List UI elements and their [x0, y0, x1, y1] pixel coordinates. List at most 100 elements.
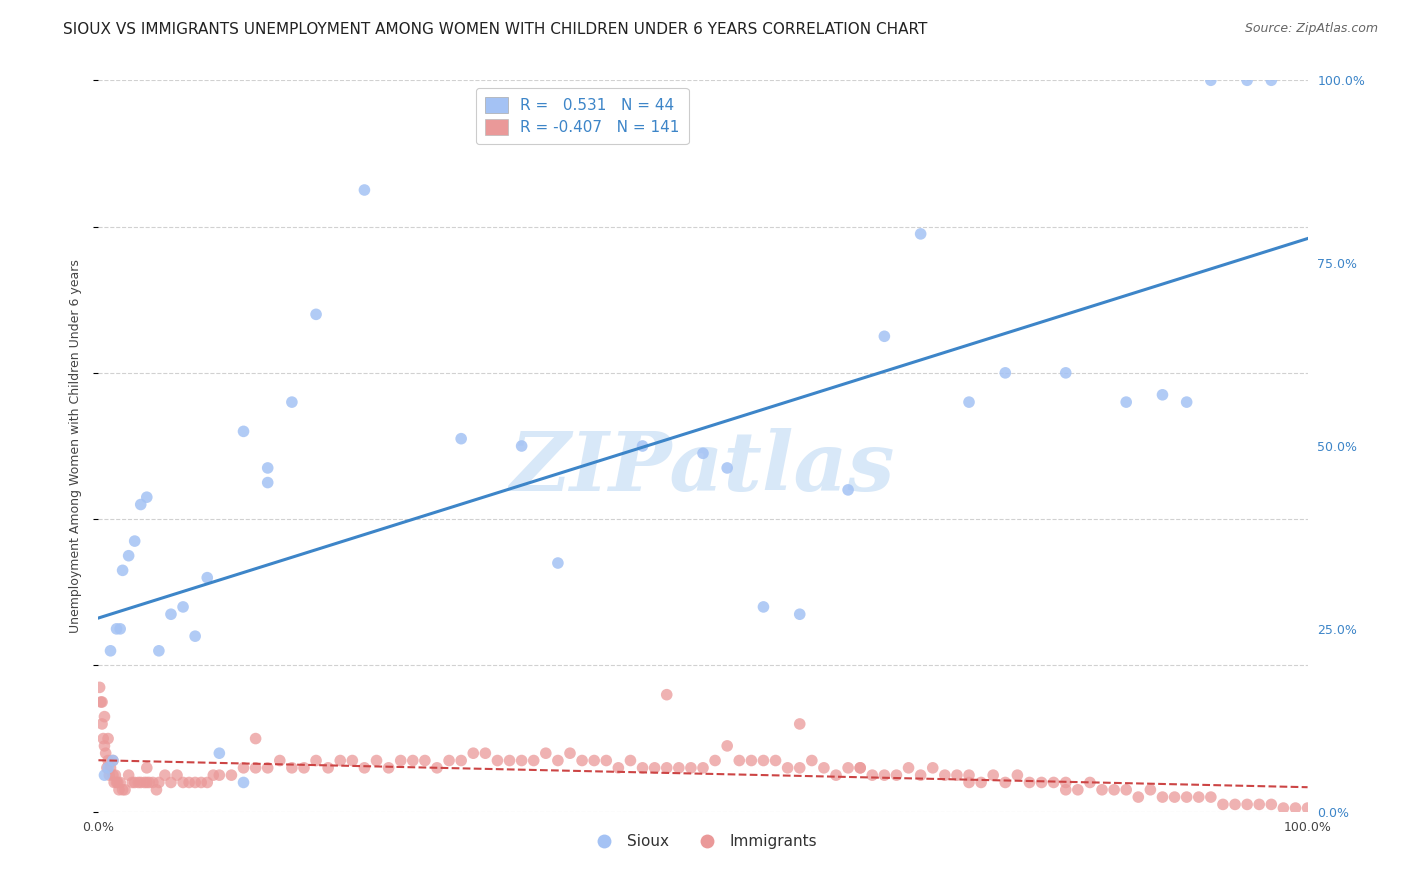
Point	[89, 681, 111, 695]
Point	[202, 768, 225, 782]
Point	[426, 761, 449, 775]
Point	[1175, 395, 1198, 409]
Point	[135, 490, 157, 504]
Point	[860, 768, 883, 782]
Point	[981, 768, 1004, 782]
Text: Source: ZipAtlas.com: Source: ZipAtlas.com	[1244, 22, 1378, 36]
Point	[402, 754, 425, 768]
Point	[101, 754, 124, 768]
Legend: Sioux, Immigrants: Sioux, Immigrants	[582, 828, 824, 855]
Point	[450, 432, 472, 446]
Point	[1042, 775, 1064, 789]
Point	[631, 439, 654, 453]
Point	[145, 782, 167, 797]
Point	[305, 754, 328, 768]
Point	[463, 746, 485, 760]
Point	[1054, 775, 1077, 789]
Point	[655, 688, 678, 702]
Point	[377, 761, 399, 775]
Point	[195, 775, 218, 789]
Point	[172, 775, 194, 789]
Point	[108, 775, 131, 789]
Point	[148, 775, 170, 789]
Point	[813, 761, 835, 775]
Point	[1223, 797, 1246, 812]
Point	[101, 768, 124, 782]
Point	[752, 599, 775, 614]
Point	[256, 475, 278, 490]
Point	[1236, 797, 1258, 812]
Point	[716, 739, 738, 753]
Point	[740, 754, 762, 768]
Point	[97, 761, 120, 775]
Point	[655, 761, 678, 775]
Point	[195, 571, 218, 585]
Point	[752, 754, 775, 768]
Point	[221, 768, 243, 782]
Point	[789, 717, 811, 731]
Point	[292, 761, 315, 775]
Point	[184, 775, 207, 789]
Point	[184, 629, 207, 643]
Point	[547, 754, 569, 768]
Point	[1199, 73, 1222, 87]
Point	[1260, 797, 1282, 812]
Y-axis label: Unemployment Among Women with Children Under 6 years: Unemployment Among Women with Children U…	[69, 259, 83, 633]
Point	[474, 746, 496, 760]
Point	[148, 644, 170, 658]
Point	[825, 768, 848, 782]
Point	[245, 731, 267, 746]
Point	[1272, 801, 1295, 815]
Point	[129, 775, 152, 789]
Point	[873, 329, 896, 343]
Point	[91, 695, 114, 709]
Point	[704, 754, 727, 768]
Point	[1007, 768, 1029, 782]
Point	[166, 768, 188, 782]
Point	[619, 754, 641, 768]
Point	[450, 754, 472, 768]
Point	[124, 775, 146, 789]
Point	[1078, 775, 1101, 789]
Point	[118, 549, 141, 563]
Point	[1188, 790, 1211, 805]
Point	[1152, 790, 1174, 805]
Point	[728, 754, 751, 768]
Point	[1115, 395, 1137, 409]
Point	[118, 768, 141, 782]
Point	[305, 307, 328, 321]
Point	[498, 754, 520, 768]
Point	[1128, 790, 1150, 805]
Point	[934, 768, 956, 782]
Point	[1284, 801, 1306, 815]
Point	[91, 731, 114, 746]
Point	[571, 754, 593, 768]
Point	[957, 775, 980, 789]
Point	[342, 754, 364, 768]
Point	[849, 761, 872, 775]
Point	[873, 768, 896, 782]
Point	[583, 754, 606, 768]
Point	[127, 775, 149, 789]
Point	[105, 622, 128, 636]
Point	[897, 761, 920, 775]
Point	[1054, 782, 1077, 797]
Point	[1115, 782, 1137, 797]
Point	[558, 746, 581, 760]
Point	[97, 731, 120, 746]
Point	[190, 775, 212, 789]
Point	[837, 483, 859, 497]
Point	[232, 425, 254, 439]
Point	[679, 761, 702, 775]
Point	[111, 563, 134, 577]
Point	[172, 599, 194, 614]
Point	[800, 754, 823, 768]
Point	[837, 761, 859, 775]
Point	[281, 395, 304, 409]
Point	[96, 761, 118, 775]
Point	[1163, 790, 1185, 805]
Point	[1091, 782, 1114, 797]
Point	[534, 746, 557, 760]
Point	[97, 754, 120, 768]
Point	[957, 395, 980, 409]
